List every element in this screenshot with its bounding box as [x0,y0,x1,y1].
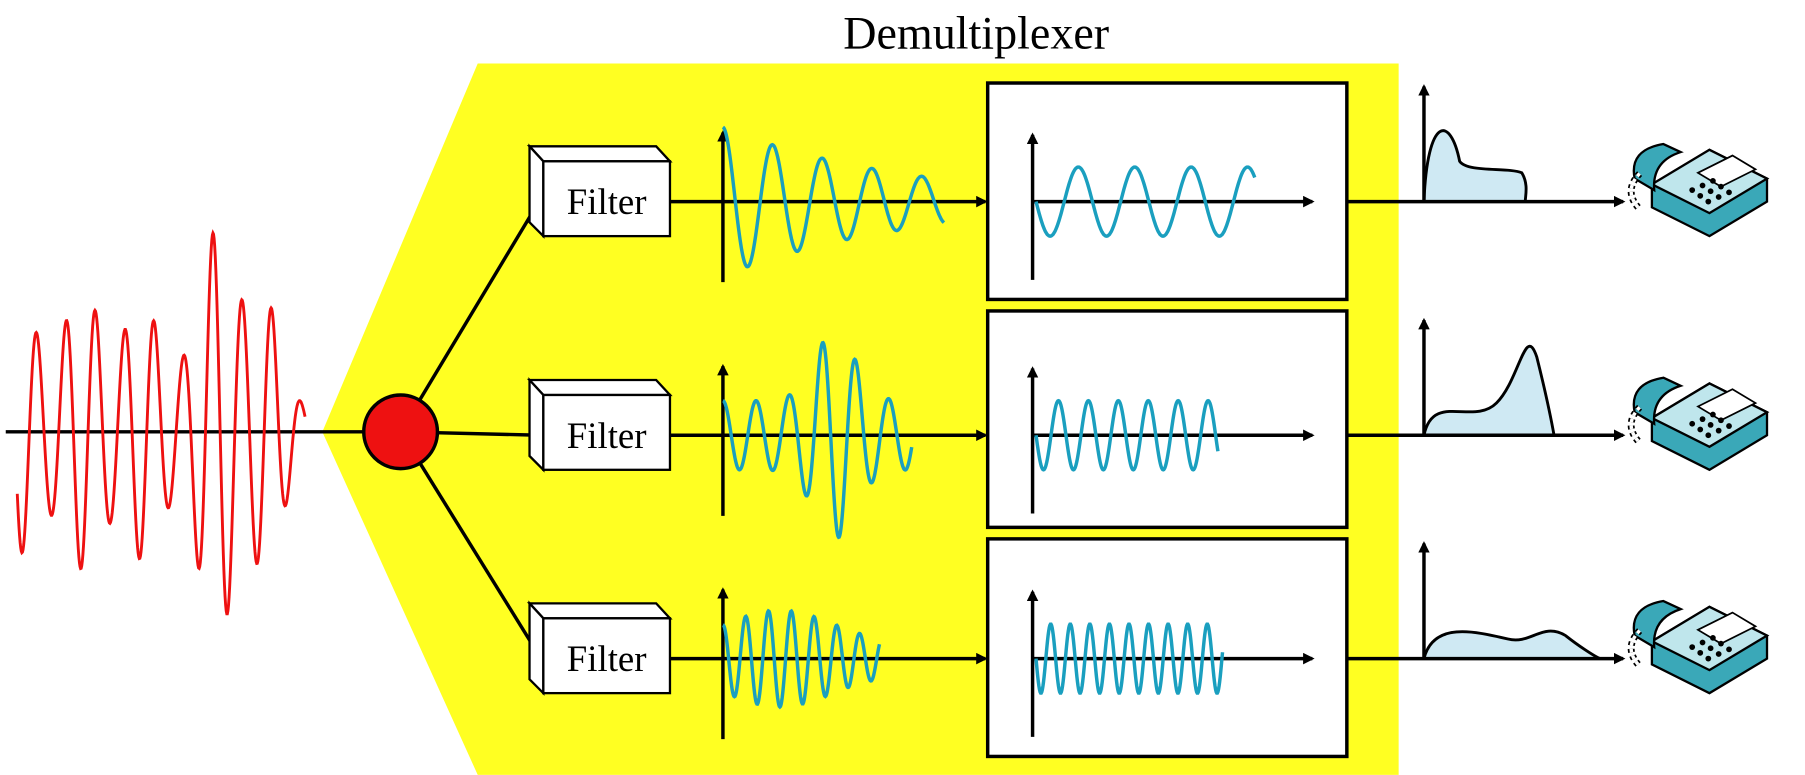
filter-label: Filter [567,638,647,679]
spectrum [1422,629,1601,661]
filter-side [528,377,545,473]
filtered-signal [722,340,914,540]
splitter-node [362,393,440,471]
title: Demultiplexer [843,7,1109,58]
telephone-icon [1631,601,1767,693]
filter-top [526,378,673,397]
filter-side [528,143,545,239]
spectrum [1422,344,1556,437]
branch-line [399,197,543,433]
input-signal [15,229,307,616]
filter-label: Filter [567,181,647,222]
demod-box [985,81,1349,302]
filter-label: Filter [567,415,647,456]
channel: Filter [526,309,1767,540]
filtered-signal [721,125,946,269]
telephone-icon [1631,144,1767,236]
demod-box [985,537,1349,759]
telephone-icon [1631,378,1767,470]
filter-box [542,617,672,695]
spectrum [1422,129,1528,204]
filtered-signal [721,608,882,710]
channel: Filter [526,537,1767,759]
filter-box [542,393,672,471]
filter-top [526,145,673,163]
carrier-signal [1034,622,1225,695]
carrier-signal [1034,165,1257,238]
carrier-signal [1034,398,1220,472]
filter-side [528,600,545,696]
filter-top [526,602,673,620]
filter-box [542,160,672,238]
demod-box [985,309,1349,530]
branch-line [399,430,543,660]
channel: Filter [526,81,1767,302]
